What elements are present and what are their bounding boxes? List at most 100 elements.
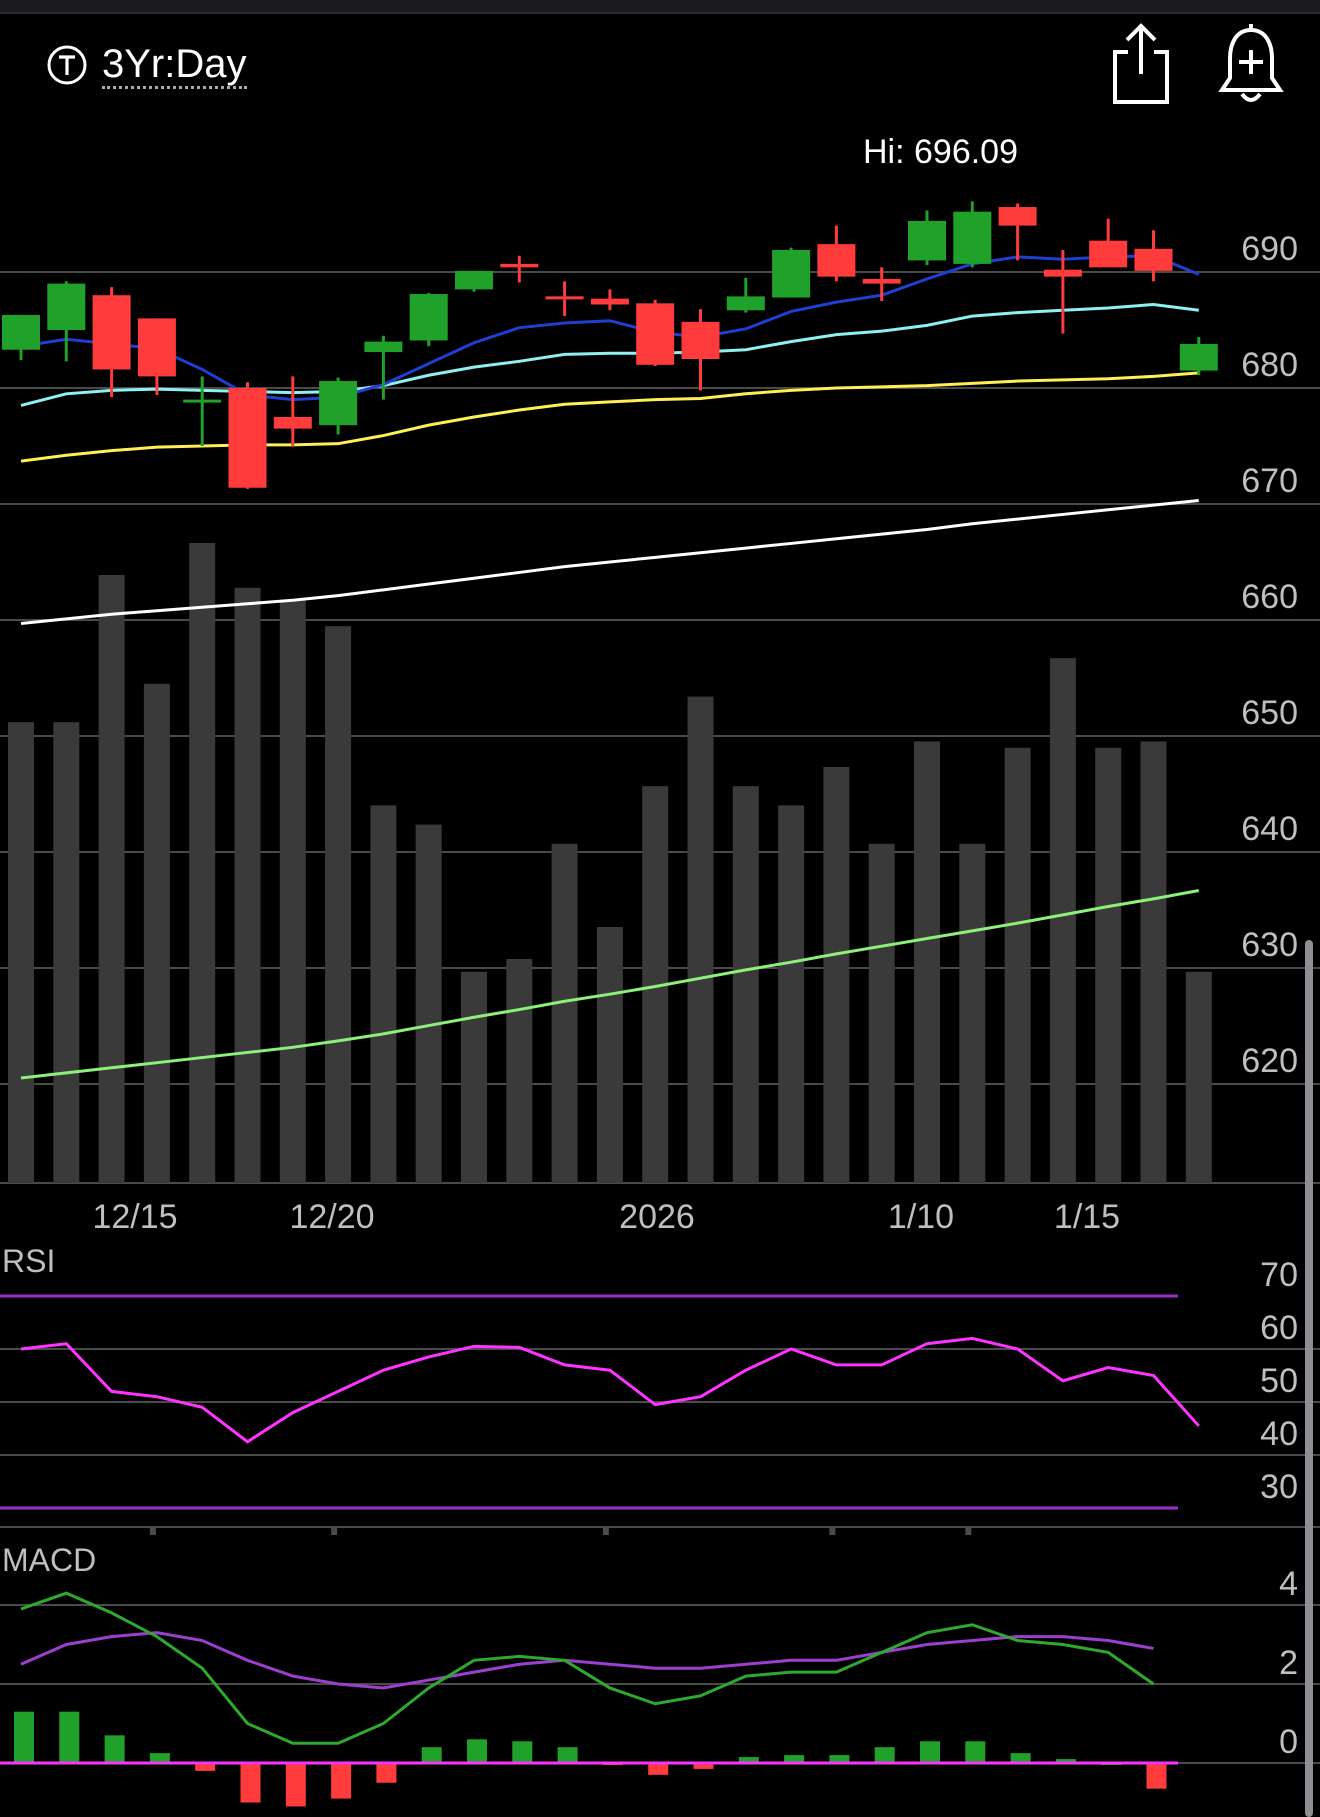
candle-up (726, 296, 765, 311)
macd-histogram-bar (648, 1763, 669, 1775)
macd-tick: 4 (1279, 1565, 1298, 1603)
volume-bar (506, 959, 533, 1183)
macd-histogram-bar (874, 1747, 895, 1763)
macd-tick: 0 (1279, 1723, 1298, 1761)
candle-up (409, 294, 448, 341)
macd-histogram-bar (195, 1763, 216, 1771)
date-tick: 12/20 (289, 1198, 374, 1236)
volume-bar (687, 696, 714, 1183)
rsi-tick: 30 (1260, 1468, 1298, 1506)
macd-histogram-bar (920, 1741, 940, 1763)
price-tick: 690 (1241, 230, 1298, 268)
macd-histogram-bar (784, 1755, 805, 1763)
candle-down (228, 388, 267, 488)
macd-histogram-bar (240, 1763, 261, 1803)
chart-toolbar: 3Yr:Day (0, 0, 1320, 110)
candle-down (590, 298, 629, 305)
rsi-tick: 50 (1260, 1362, 1298, 1400)
volume-bar (778, 805, 805, 1183)
rsi-line (20, 1336, 1200, 1444)
macd-histogram-bar (104, 1735, 125, 1763)
candle-up (953, 211, 992, 264)
candle-down (1043, 269, 1082, 277)
timeframe-icon (47, 45, 87, 85)
moving-averages (20, 254, 1200, 625)
volume-bars (8, 543, 1212, 1183)
volume-bar (53, 722, 80, 1183)
macd-axis: 4 2 0 (1279, 1565, 1298, 1761)
high-label: Hi: 696.09 (863, 133, 1018, 171)
rsi-tick: 40 (1260, 1415, 1298, 1453)
candle-down (500, 263, 539, 268)
ma-slow-line (20, 371, 1199, 463)
candle-up (364, 341, 403, 353)
candle-down (92, 295, 131, 370)
candle-up (772, 249, 811, 298)
macd-histogram-bar (965, 1741, 986, 1763)
date-axis: 12/15 12/20 2026 1/10 1/15 (92, 1198, 1120, 1236)
candle-up (47, 283, 86, 330)
macd-histogram-bar (421, 1747, 442, 1763)
price-tick: 650 (1241, 694, 1298, 732)
date-tick: 1/15 (1054, 1198, 1120, 1236)
top-border (0, 0, 1320, 14)
candle-down (636, 303, 675, 365)
volume-bar (234, 587, 261, 1183)
volume-bar (959, 843, 986, 1183)
rsi-label: RSI (2, 1243, 55, 1279)
volume-bar (914, 741, 940, 1183)
volume-bar (189, 543, 216, 1183)
add-alert-icon[interactable] (1218, 22, 1284, 106)
volume-bar (1140, 741, 1167, 1183)
volume-bar (1004, 747, 1031, 1183)
volume-bar (1095, 747, 1122, 1183)
volume-bar (732, 786, 759, 1183)
price-tick: 680 (1241, 346, 1298, 384)
volume-bar (823, 767, 850, 1183)
candle-down (273, 417, 312, 429)
candle-down (1089, 240, 1128, 268)
macd-histogram-bar (467, 1739, 487, 1763)
candle-down (137, 318, 176, 377)
macd-histogram-bar (557, 1747, 578, 1763)
macd-histogram-bar (738, 1757, 759, 1763)
macd-histogram-bar (376, 1763, 397, 1783)
volume-bar (1185, 971, 1212, 1183)
candle-down (1134, 248, 1173, 271)
macd-signal-line (20, 1631, 1154, 1690)
macd-histogram-bar (331, 1763, 352, 1799)
timeframe-selector[interactable]: 3Yr:Day (46, 38, 247, 92)
price-tick: 640 (1241, 810, 1298, 848)
vertical-scrollbar[interactable] (1305, 940, 1313, 1817)
candle-down (817, 244, 856, 277)
date-tick: 1/10 (888, 1198, 954, 1236)
macd-histogram-bar (1055, 1759, 1076, 1763)
price-tick: 620 (1241, 1042, 1298, 1080)
candle-up (2, 314, 40, 350)
macd-histogram-bar (829, 1755, 850, 1763)
volume-average-line (20, 889, 1200, 1080)
volume-bar (415, 824, 442, 1183)
date-tick: 2026 (619, 1198, 695, 1236)
candle-up (183, 399, 222, 403)
rsi-axis: 70 60 50 40 30 (1260, 1256, 1298, 1506)
volume-bar (143, 683, 170, 1183)
rsi-panel (0, 1294, 1320, 1528)
price-axis: 690 680 670 660 650 640 630 620 (1241, 230, 1298, 1080)
candle-up (908, 220, 946, 261)
volume-bar (596, 927, 623, 1183)
candle-down (681, 321, 720, 359)
share-icon[interactable] (1110, 22, 1172, 106)
candle-down (998, 207, 1037, 226)
ma-fast-line (20, 254, 1200, 402)
date-tick: 12/15 (92, 1198, 177, 1236)
rsi-tick: 60 (1260, 1309, 1298, 1347)
macd-line (20, 1591, 1155, 1745)
macd-histogram-bar (14, 1711, 34, 1763)
ma-mid-line (20, 302, 1199, 407)
price-tick: 670 (1241, 462, 1298, 500)
volume-bar (8, 722, 34, 1183)
volume-bar (1049, 658, 1076, 1183)
price-tick: 630 (1241, 926, 1298, 964)
